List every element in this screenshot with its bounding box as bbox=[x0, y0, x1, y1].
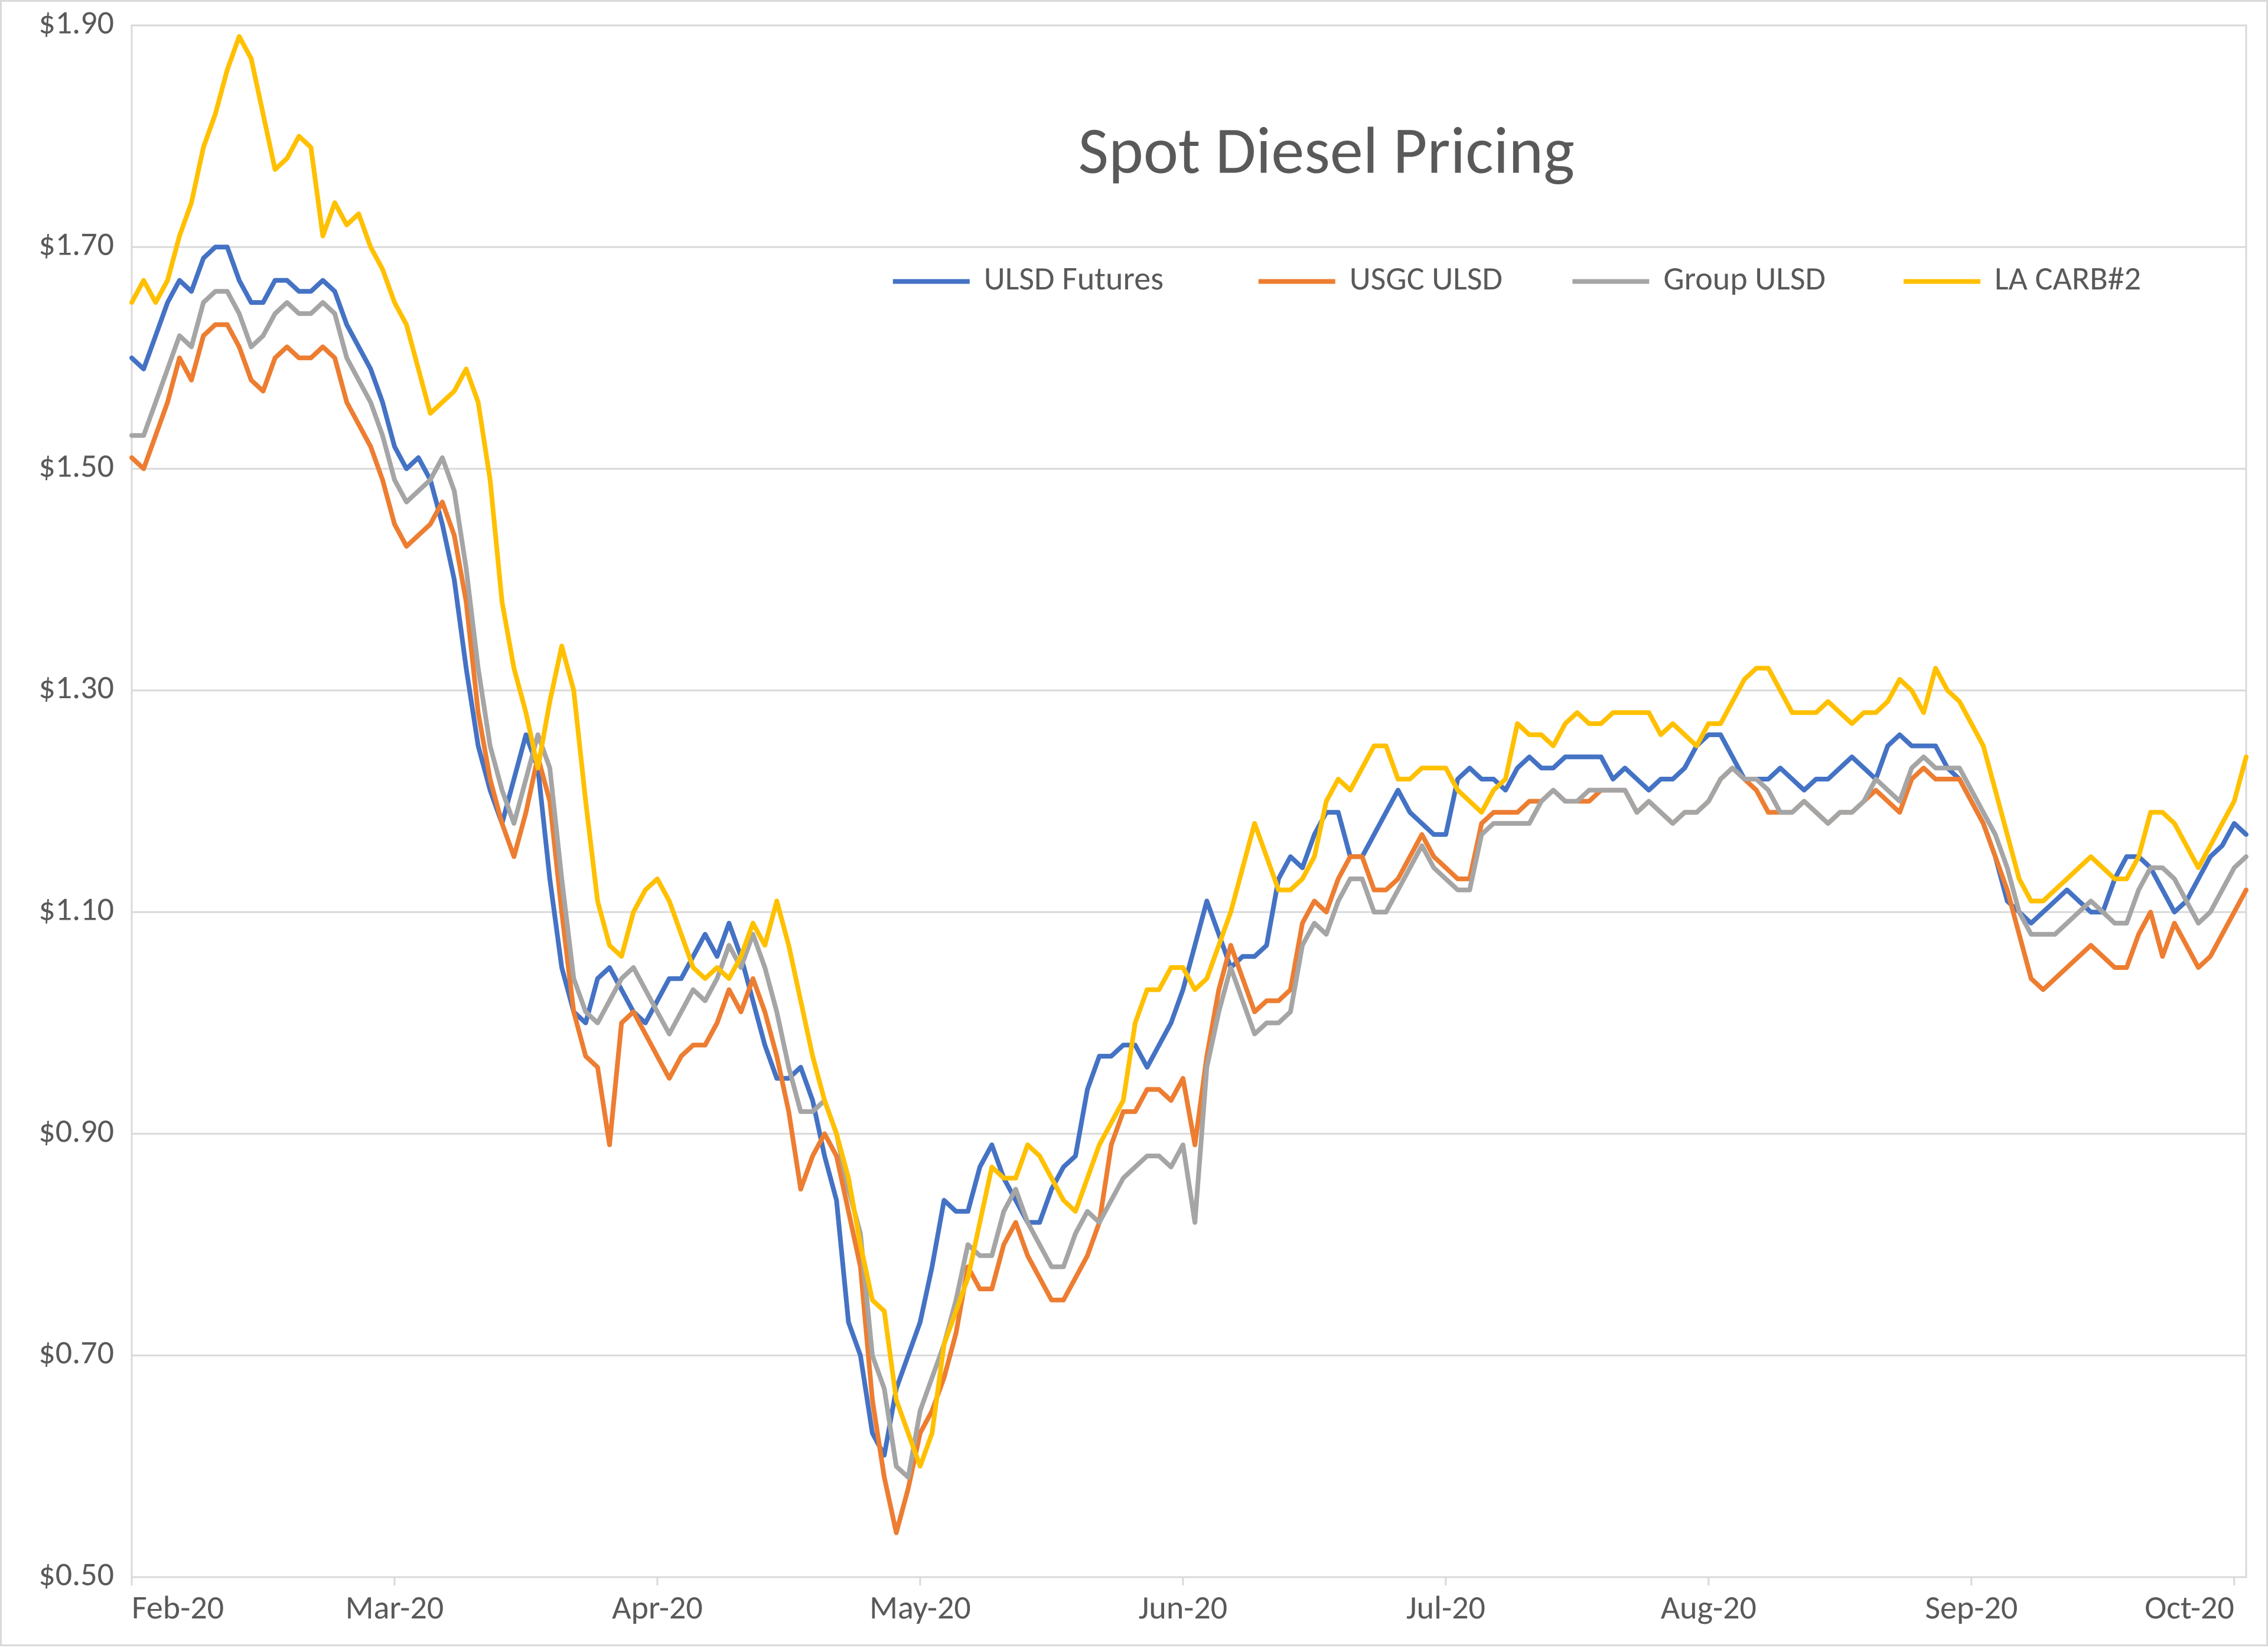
chart-title: Spot Diesel Pricing bbox=[1078, 110, 1575, 191]
y-tick-label: $1.90 bbox=[38, 2, 114, 43]
chart-container: $0.50 $0.70 $0.90 $1.10 $1.30 $1.50 $1.70 $1.90… bbox=[0, 0, 2268, 1646]
x-tick-label: Oct-20 bbox=[2145, 1588, 2234, 1628]
y-tick-label: $1.30 bbox=[38, 667, 114, 708]
y-tick-label: $1.70 bbox=[38, 224, 114, 265]
x-tick-label: Feb-20 bbox=[132, 1588, 224, 1628]
x-tick-label: Apr-20 bbox=[612, 1588, 703, 1628]
x-tick-label: Jun-20 bbox=[1139, 1588, 1228, 1628]
line-chart: $0.50 $0.70 $0.90 $1.10 $1.30 $1.50 $1.70 $1.90… bbox=[2, 2, 2268, 1648]
legend-label-2: Group ULSD bbox=[1663, 259, 1826, 299]
x-tick-label: Jul-20 bbox=[1406, 1588, 1485, 1628]
x-tick-label: Mar-20 bbox=[346, 1588, 444, 1628]
legend-label-0: ULSD Futures bbox=[984, 259, 1164, 299]
legend-label-3: LA CARB#2 bbox=[1995, 259, 2141, 299]
legend-label-1: USGC ULSD bbox=[1350, 259, 1503, 299]
y-tick-label: $0.50 bbox=[38, 1554, 114, 1594]
y-tick-label: $0.70 bbox=[38, 1333, 114, 1373]
x-tick-label: Aug-20 bbox=[1661, 1588, 1757, 1628]
y-tick-label: $0.90 bbox=[38, 1111, 114, 1151]
x-tick-label: Sep-20 bbox=[1925, 1588, 2018, 1628]
x-tick-label: May-20 bbox=[869, 1588, 971, 1628]
y-tick-label: $1.50 bbox=[38, 446, 114, 486]
y-tick-label: $1.10 bbox=[38, 890, 114, 930]
